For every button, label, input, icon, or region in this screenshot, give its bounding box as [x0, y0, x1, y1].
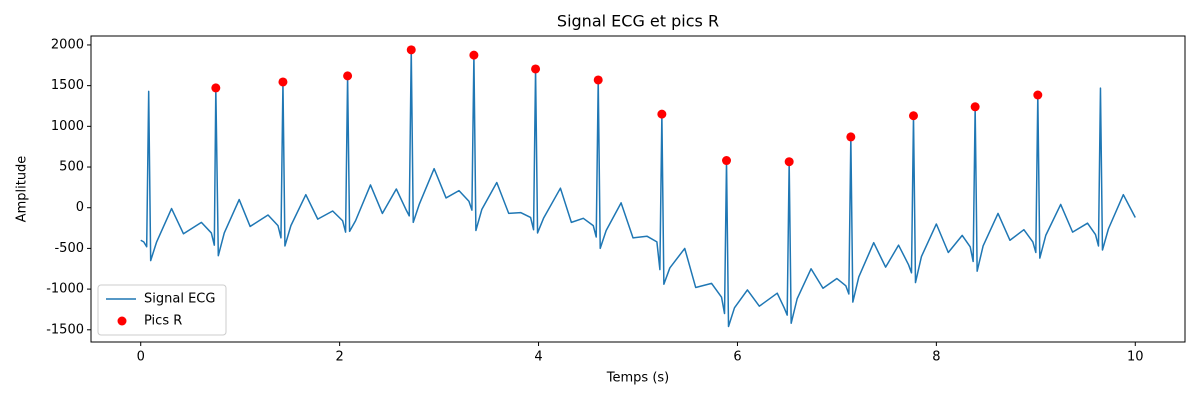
y-tick-label: 500	[59, 160, 84, 175]
legend-marker	[117, 316, 127, 326]
chart-title: Signal ECG et pics R	[557, 12, 719, 31]
r-peak	[593, 75, 603, 85]
r-peak	[469, 50, 479, 60]
r-peak	[278, 77, 288, 87]
x-tick-label: 10	[1127, 350, 1144, 365]
r-peak	[211, 83, 221, 93]
r-peak	[908, 111, 918, 121]
y-tick-label: 1500	[51, 78, 84, 93]
x-axis-label: Temps (s)	[606, 371, 669, 386]
y-tick-label: 1000	[51, 119, 84, 134]
r-peak	[657, 109, 667, 119]
ecg-line	[140, 49, 1136, 328]
r-peak	[406, 45, 416, 55]
plot-frame	[90, 35, 1186, 343]
r-peak	[531, 64, 541, 74]
y-tick-label: -500	[54, 241, 84, 256]
x-tick-label: 4	[534, 350, 542, 365]
y-tick-label: 2000	[51, 37, 84, 52]
r-peak	[846, 132, 856, 142]
r-peak	[970, 102, 980, 112]
r-peak	[343, 71, 353, 81]
y-tick-label: -1500	[46, 322, 84, 337]
x-tick-label: 2	[335, 350, 343, 365]
y-tick-label: 0	[76, 200, 84, 215]
r-peak	[722, 156, 732, 166]
x-tick-label: 8	[932, 350, 940, 365]
legend-label: Pics R	[144, 314, 182, 329]
y-tick-label: -1000	[46, 282, 84, 297]
r-peak	[1033, 90, 1043, 100]
legend-box	[97, 284, 227, 336]
r-peak	[784, 157, 794, 167]
x-tick-label: 6	[733, 350, 741, 365]
y-axis-label: Amplitude	[15, 156, 30, 223]
legend-label: Signal ECG	[144, 292, 215, 307]
x-tick-label: 0	[137, 350, 145, 365]
